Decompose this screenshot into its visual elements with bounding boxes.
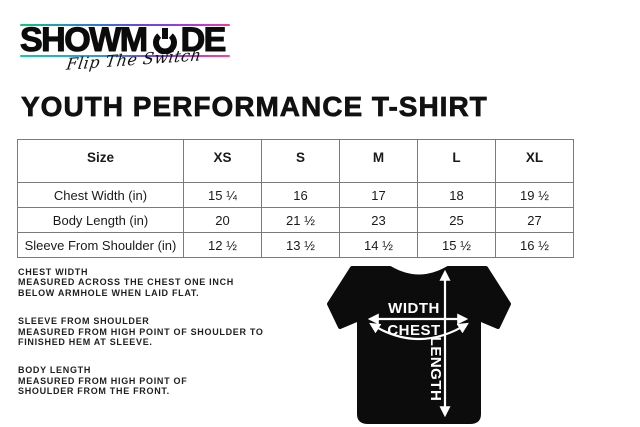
note-sleeve-from-shoulder: SLEEVE FROM SHOULDER MEASURED FROM HIGH … <box>18 316 264 347</box>
value-cell: 21 ½ <box>261 207 340 233</box>
table-row-chest-width: Chest Width (in) 15 ¼ 16 17 18 19 ½ <box>17 182 574 208</box>
size-chart: Size XS S M L XL Chest Width (in) 15 ¼ 1… <box>17 139 574 258</box>
table-row-body-length: Body Length (in) 20 21 ½ 23 25 27 <box>17 207 574 233</box>
note-line: SHOULDER FROM THE FRONT. <box>18 386 170 397</box>
showmode-logo: SHOWM DE Flip The Switch <box>19 14 232 86</box>
header-cell-size: Size <box>17 139 184 183</box>
header-cell-l: L <box>417 139 496 183</box>
tshirt-silhouette <box>327 266 511 424</box>
note-title: CHEST WIDTH <box>18 267 89 277</box>
header-cell-xl: XL <box>495 139 574 183</box>
table-row-sleeve-from-shoulder: Sleeve From Shoulder (in) 12 ½ 13 ½ 14 ½… <box>17 232 574 258</box>
note-title: BODY LENGTH <box>18 365 92 376</box>
row-label-cell: Chest Width (in) <box>17 182 184 208</box>
logo-wordmark-left: SHOWM <box>19 21 148 59</box>
width-label: WIDTH <box>388 300 440 317</box>
note-line: BELOW ARMHOLE WHEN LAID FLAT. <box>18 287 200 298</box>
value-cell: 27 <box>495 207 574 233</box>
note-chest-width: CHEST WIDTH MEASURED ACROSS THE CHEST ON… <box>18 267 264 298</box>
header-cell-m: M <box>339 139 418 183</box>
power-icon <box>152 28 177 54</box>
value-cell: 15 ¼ <box>183 182 262 208</box>
value-cell: 15 ½ <box>417 232 496 258</box>
value-cell: 25 <box>417 207 496 233</box>
value-cell: 16 <box>261 182 340 208</box>
page-title: YOUTH PERFORMANCE T-SHIRT <box>21 91 488 123</box>
note-line: MEASURED FROM HIGH POINT OF <box>18 375 188 386</box>
value-cell: 23 <box>339 207 418 233</box>
size-chart-header-row: Size XS S M L XL <box>17 139 574 183</box>
value-cell: 13 ½ <box>261 232 340 258</box>
header-cell-s: S <box>261 139 340 183</box>
logo-wordmark: SHOWM DE <box>19 21 227 59</box>
row-label-cell: Body Length (in) <box>17 207 184 233</box>
note-line: FINISHED HEM AT SLEEVE. <box>18 337 153 348</box>
tshirt-diagram-svg: WIDTH CHEST LENGTH <box>327 266 511 424</box>
tshirt-measurement-diagram: WIDTH CHEST LENGTH <box>326 256 512 427</box>
size-chart-table: Size XS S M L XL Chest Width (in) 15 ¼ 1… <box>17 139 574 258</box>
length-label: LENGTH <box>427 337 444 402</box>
note-title: SLEEVE FROM SHOULDER <box>18 316 150 327</box>
value-cell: 14 ½ <box>339 232 418 258</box>
value-cell: 20 <box>183 207 262 233</box>
value-cell: 16 ½ <box>495 232 574 258</box>
value-cell: 18 <box>417 182 496 208</box>
logo-gradient-line-bottom <box>20 55 230 58</box>
value-cell: 12 ½ <box>183 232 262 258</box>
value-cell: 19 ½ <box>495 182 574 208</box>
measurement-notes: CHEST WIDTH MEASURED ACROSS THE CHEST ON… <box>18 267 264 415</box>
note-body-length: BODY LENGTH MEASURED FROM HIGH POINT OF … <box>18 365 264 396</box>
logo-wordmark-right: DE <box>180 21 227 59</box>
note-line: MEASURED ACROSS THE CHEST ONE INCH <box>18 277 234 288</box>
logo-gradient-line-top <box>20 24 230 27</box>
value-cell: 17 <box>339 182 418 208</box>
note-line: MEASURED FROM HIGH POINT OF SHOULDER TO <box>18 326 264 337</box>
chest-arrow <box>369 322 469 340</box>
header-cell-xs: XS <box>183 139 262 183</box>
row-label-cell: Sleeve From Shoulder (in) <box>17 232 184 258</box>
